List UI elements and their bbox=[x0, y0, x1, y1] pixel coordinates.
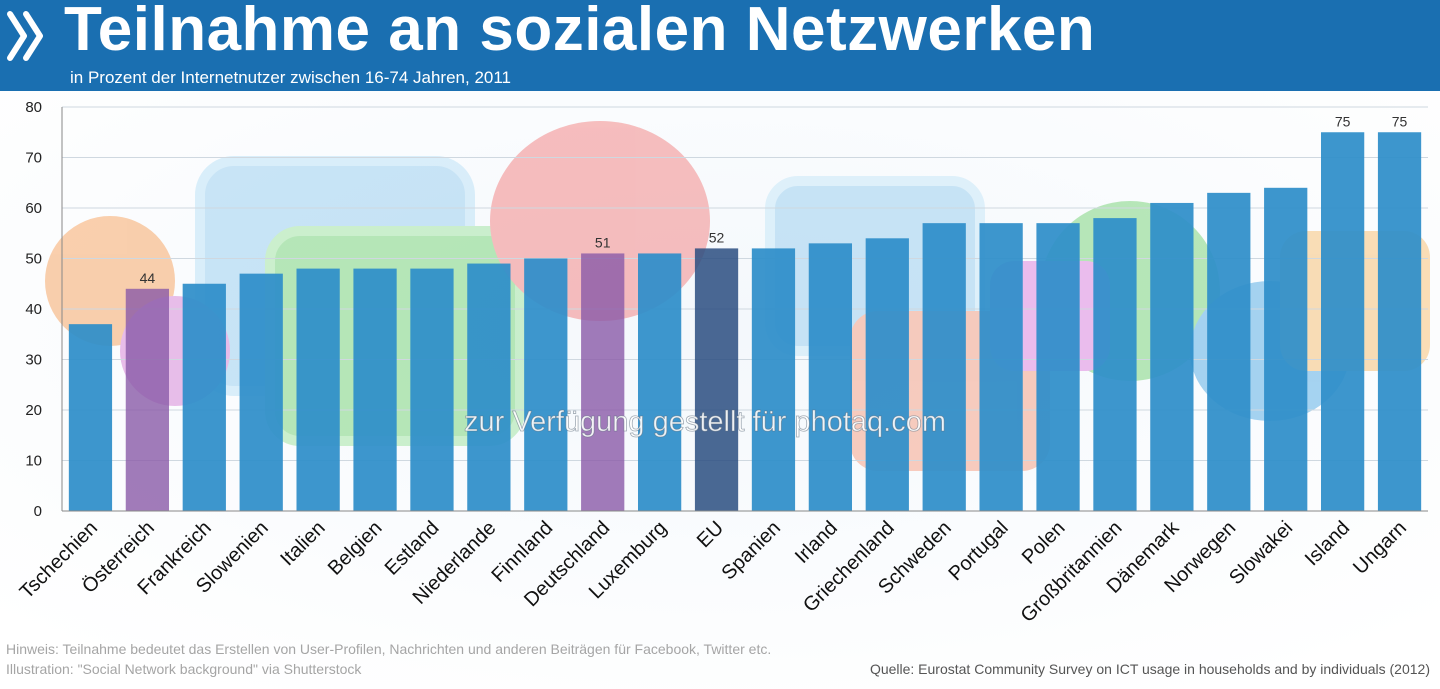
data-label: 44 bbox=[140, 270, 156, 286]
bars bbox=[68, 132, 1422, 512]
bar-frankreich bbox=[182, 283, 226, 511]
bar-finnland bbox=[524, 258, 568, 511]
bar-schweden bbox=[922, 223, 966, 511]
data-label: 75 bbox=[1392, 113, 1408, 129]
bar-slowenien bbox=[239, 273, 283, 511]
y-axis: 0 10 20 30 40 50 60 70 80 bbox=[25, 99, 63, 520]
y-tick-label: 0 bbox=[34, 503, 42, 520]
bar-ungarn bbox=[1377, 132, 1422, 511]
bar-deutschland bbox=[581, 253, 625, 511]
bar-großbritannien bbox=[1093, 218, 1137, 511]
watermark-text: zur Verfügung gestellt für photaq.com bbox=[464, 406, 946, 438]
bar-estland bbox=[410, 268, 454, 511]
bar-portugal bbox=[979, 223, 1023, 511]
data-label: 52 bbox=[709, 229, 725, 245]
bar-griechenland bbox=[865, 238, 909, 512]
bar-österreich bbox=[125, 288, 170, 511]
bar-belgien bbox=[353, 268, 397, 511]
chart-subtitle: in Prozent der Internetnutzer zwischen 1… bbox=[70, 68, 512, 87]
y-tick-label: 70 bbox=[25, 150, 42, 167]
data-labels: 44 51 52 75 75 bbox=[140, 113, 1408, 286]
y-tick-label: 10 bbox=[25, 453, 42, 470]
header-banner: Teilnahme an sozialen Netzwerken in Proz… bbox=[0, 0, 1440, 91]
footer-source: Quelle: Eurostat Community Survey on ICT… bbox=[869, 661, 1430, 677]
bar-irland bbox=[808, 243, 853, 511]
y-tick-label: 80 bbox=[25, 99, 42, 116]
bar-eu bbox=[694, 248, 739, 511]
bar-italien bbox=[296, 268, 340, 511]
y-tick-label: 50 bbox=[25, 251, 42, 268]
y-tick-label: 20 bbox=[25, 402, 42, 419]
bar-dänemark bbox=[1150, 202, 1194, 511]
oecd-chevrons-icon bbox=[7, 11, 43, 61]
bar-spanien bbox=[751, 248, 796, 511]
bar-norwegen bbox=[1207, 192, 1251, 511]
bar-polen bbox=[1036, 223, 1080, 511]
footer-illustration: Illustration: "Social Network background… bbox=[6, 661, 362, 677]
y-tick-label: 60 bbox=[25, 200, 42, 217]
bar-niederlande bbox=[467, 263, 511, 511]
y-tick-label: 40 bbox=[25, 301, 42, 318]
bar-luxemburg bbox=[637, 253, 682, 511]
bar-island bbox=[1320, 132, 1365, 511]
chart-title: Teilnahme an sozialen Netzwerken bbox=[64, 0, 1096, 64]
footer-note: Hinweis: Teilnahme bedeutet das Erstelle… bbox=[6, 641, 772, 657]
data-label: 51 bbox=[595, 234, 611, 250]
bar-slowakei bbox=[1264, 187, 1308, 512]
bar-tschechien bbox=[68, 324, 113, 511]
y-tick-label: 30 bbox=[25, 352, 42, 369]
data-label: 75 bbox=[1335, 113, 1351, 129]
